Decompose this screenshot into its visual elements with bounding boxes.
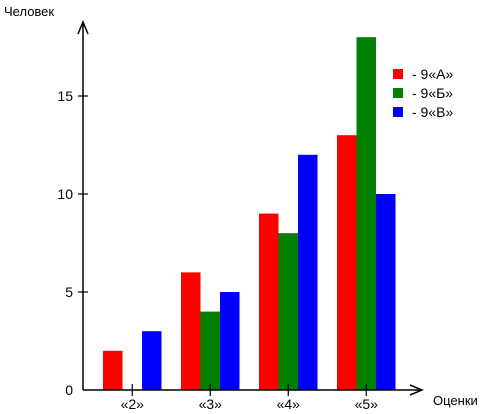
bar-2-2: [200, 311, 220, 390]
bar-1-3: [259, 213, 279, 390]
x-tick-label: «4»: [277, 396, 301, 412]
axes-group: [77, 20, 424, 396]
y-tick-label: 15: [57, 88, 73, 104]
bars-group: [103, 37, 396, 390]
bar-1-1: [103, 350, 123, 390]
legend-label-2: - 9«Б»: [412, 85, 453, 101]
x-axis-label: Оценки: [433, 393, 478, 408]
bar-3-4: [376, 194, 396, 390]
bar-3-1: [142, 331, 162, 390]
x-tick-label: «5»: [355, 396, 379, 412]
legend-swatch-1: [393, 69, 403, 79]
x-axis-arrow: [409, 384, 424, 396]
legend-label-1: - 9«А»: [412, 66, 453, 82]
bar-2-3: [278, 233, 298, 390]
y-tick-label: 0: [65, 382, 73, 398]
x-ticks-group: «2» «3» «4» «5»: [121, 384, 379, 412]
x-tick-label: «2»: [121, 396, 145, 412]
legend: - 9«А» - 9«Б» - 9«В»: [393, 66, 453, 120]
bar-2-4: [356, 37, 376, 390]
bar-1-2: [181, 272, 201, 390]
legend-swatch-2: [393, 88, 403, 98]
y-axis-arrow: [77, 20, 89, 35]
legend-label-3: - 9«В»: [412, 104, 453, 120]
y-ticks-group: 0 5 10 15: [57, 88, 88, 398]
legend-swatch-3: [393, 107, 403, 117]
y-tick-label: 10: [57, 186, 73, 202]
y-axis-label: Человек: [4, 4, 54, 19]
x-tick-label: «3»: [199, 396, 223, 412]
y-tick-label: 5: [65, 284, 73, 300]
bar-3-2: [220, 292, 240, 390]
bar-1-4: [337, 135, 357, 390]
bar-3-3: [298, 154, 318, 390]
